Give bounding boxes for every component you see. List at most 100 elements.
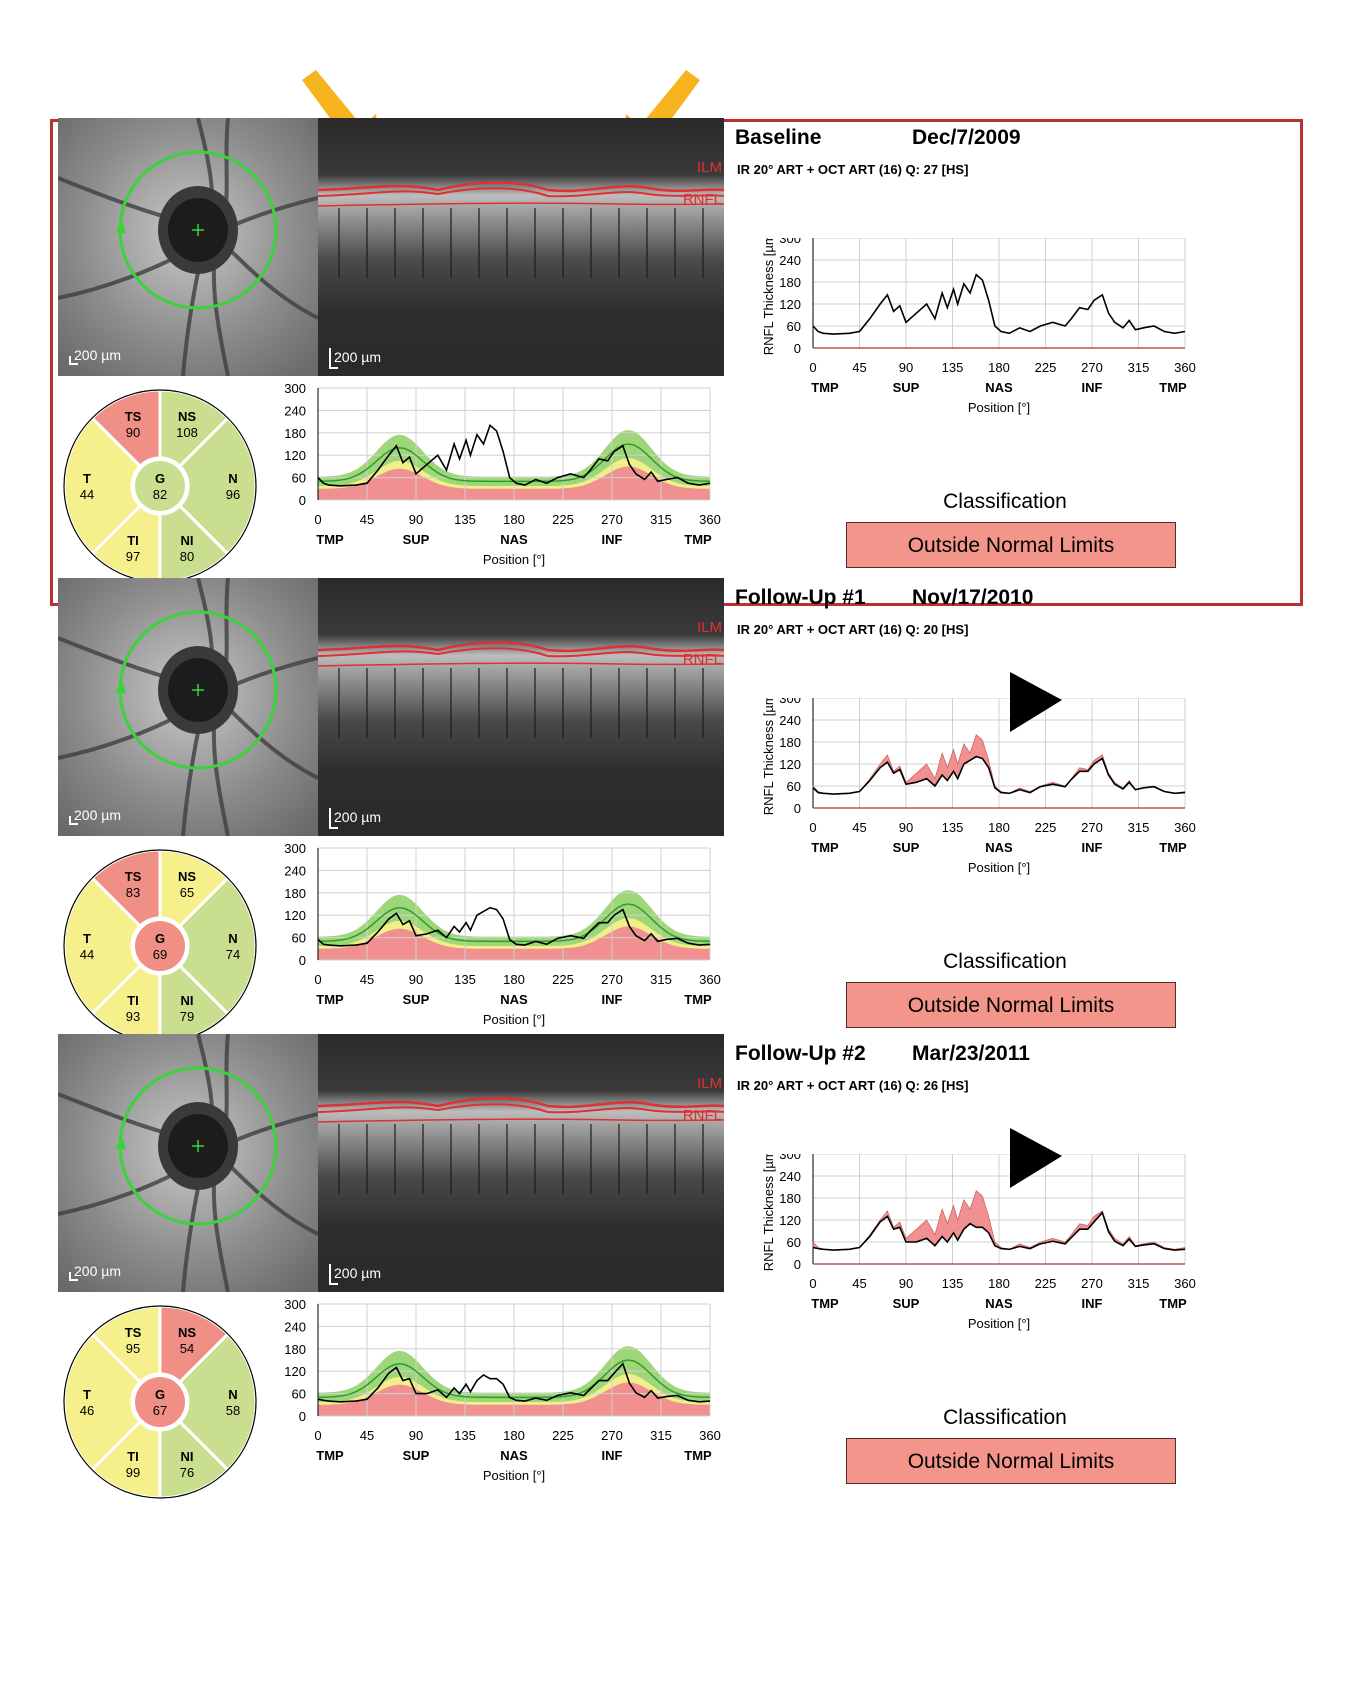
sector-value-ti: 99	[126, 1465, 140, 1480]
arrowhead-icon	[1010, 672, 1062, 732]
x-tick-label: 225	[1035, 1276, 1057, 1291]
x-tick-label: 225	[552, 512, 574, 527]
region-label: TMP	[684, 992, 712, 1007]
sector-value-ns: 108	[176, 425, 198, 440]
exam-date: Nov/17/2010	[912, 586, 1034, 609]
thickness-line	[317, 423, 711, 487]
x-tick-label: 45	[852, 1276, 866, 1291]
fundus-scale-label: 200 µm	[74, 1263, 121, 1279]
sector-label-g: G	[155, 931, 165, 946]
sector-value-ts: 90	[126, 425, 140, 440]
ilm-label: ILM	[697, 1075, 722, 1092]
y-tick-label: 180	[779, 735, 801, 750]
classification-title: Classification	[943, 950, 1067, 973]
y-tick-label: 120	[779, 297, 801, 312]
y-axis-label: RNFL Thickness [µm]	[761, 698, 776, 815]
region-label: NAS	[500, 1448, 528, 1463]
exam-panel: 200 µm ILM RNFL 200 µm TS 83 NS 65 T 44 G 69 N 74 TI 93…	[0, 577, 1360, 1058]
trend-panel: 300 240 180 120 60 0 0 45 90 135 180 225 270 315 360 TM…	[755, 231, 1235, 438]
classification-badge: Outside Normal Limits	[846, 982, 1176, 1028]
fundus-image: 200 µm	[57, 577, 319, 837]
region-label: SUP	[893, 840, 920, 855]
bscan-panel: ILM RNFL 200 µm	[317, 1034, 725, 1292]
x-tick-label: 270	[601, 512, 623, 527]
scan-info: IR 20° ART + OCT ART (16) Q: 27 [HS]	[737, 162, 969, 177]
exam-date: Mar/23/2011	[912, 1042, 1030, 1065]
y-tick-label: 300	[284, 1297, 306, 1312]
region-label: INF	[1082, 1296, 1103, 1311]
y-tick-label: 120	[284, 448, 306, 463]
x-tick-label: 360	[1174, 360, 1196, 375]
sector-label-ni: NI	[181, 993, 194, 1008]
y-tick-label: 180	[779, 275, 801, 290]
sector-label-t: T	[83, 1387, 91, 1402]
region-label: TMP	[1159, 840, 1187, 855]
sector-panel: TS 83 NS 65 T 44 G 69 N 74 TI 93 NI 79	[60, 846, 260, 1046]
region-label: TMP	[1159, 380, 1187, 395]
exam-title: Baseline	[735, 126, 822, 149]
sector-label-ts: TS	[125, 869, 142, 884]
y-tick-label: 60	[787, 319, 801, 334]
x-tick-label: 45	[360, 1428, 374, 1443]
y-axis-label: RNFL Thickness [µm]	[761, 1154, 776, 1271]
x-tick-label: 270	[1081, 360, 1103, 375]
sector-value-n: 58	[226, 1403, 240, 1418]
region-label: NAS	[985, 840, 1013, 855]
y-tick-label: 120	[284, 908, 306, 923]
y-tick-label: 60	[292, 471, 306, 486]
sector-label-ni: NI	[181, 1449, 194, 1464]
sector-label-ti: TI	[127, 993, 139, 1008]
sector-label-t: T	[83, 931, 91, 946]
x-tick-label: 45	[360, 512, 374, 527]
y-tick-label: 180	[779, 1191, 801, 1206]
classification-badge: Outside Normal Limits	[846, 522, 1176, 568]
sector-label-ns: NS	[178, 1325, 196, 1340]
region-label: NAS	[500, 532, 528, 547]
fundus-image: 200 µm	[57, 1033, 319, 1293]
x-tick-label: 360	[1174, 820, 1196, 835]
fundus-scale-label: 200 µm	[74, 347, 121, 363]
sector-g	[135, 1377, 185, 1427]
x-tick-label: 45	[852, 820, 866, 835]
x-tick-label: 270	[1081, 820, 1103, 835]
y-tick-label: 240	[284, 403, 306, 418]
trend-panel: 300 240 180 120 60 0 0 45 90 135 180 225 270 315 360 TM…	[755, 691, 1235, 898]
exam-title: Follow-Up #2	[735, 1042, 866, 1065]
sector-value-n: 74	[226, 947, 240, 962]
sector-value-ts: 83	[126, 885, 140, 900]
region-label: NAS	[500, 992, 528, 1007]
x-axis-label: Position [°]	[483, 1468, 545, 1483]
x-tick-label: 180	[988, 360, 1010, 375]
x-tick-label: 360	[699, 972, 721, 987]
x-tick-label: 90	[409, 512, 423, 527]
x-axis-label: Position [°]	[968, 400, 1030, 415]
sector-label-n: N	[228, 931, 237, 946]
y-tick-label: 60	[787, 1235, 801, 1250]
sector-value-g: 82	[153, 487, 167, 502]
classification-badge: Outside Normal Limits	[846, 1438, 1176, 1484]
x-tick-label: 90	[409, 1428, 423, 1443]
sector-g	[135, 461, 185, 511]
y-tick-label: 60	[292, 931, 306, 946]
ilm-label: ILM	[697, 159, 722, 176]
y-tick-label: 60	[787, 779, 801, 794]
sector-value-ni: 80	[180, 549, 194, 564]
thickness-line	[812, 755, 1186, 795]
classification-title: Classification	[943, 490, 1067, 513]
arrowhead-icon	[1010, 1128, 1062, 1188]
region-label: SUP	[403, 1448, 430, 1463]
y-tick-label: 240	[779, 1169, 801, 1184]
y-tick-label: 240	[779, 713, 801, 728]
x-axis-label: Position [°]	[968, 860, 1030, 875]
region-label: TMP	[316, 1448, 344, 1463]
tsnit-panel: 300 240 180 120 60 0 0 45 90 135 180 225 270 315 360 TM…	[280, 840, 730, 1040]
sector-label-g: G	[155, 471, 165, 486]
x-tick-label: 315	[1128, 360, 1150, 375]
tsnit-panel: 300 240 180 120 60 0 0 45 90 135 180 225 270 315 360 TM…	[280, 380, 730, 580]
x-tick-label: 360	[699, 512, 721, 527]
region-label: TMP	[684, 532, 712, 547]
sector-value-g: 69	[153, 947, 167, 962]
